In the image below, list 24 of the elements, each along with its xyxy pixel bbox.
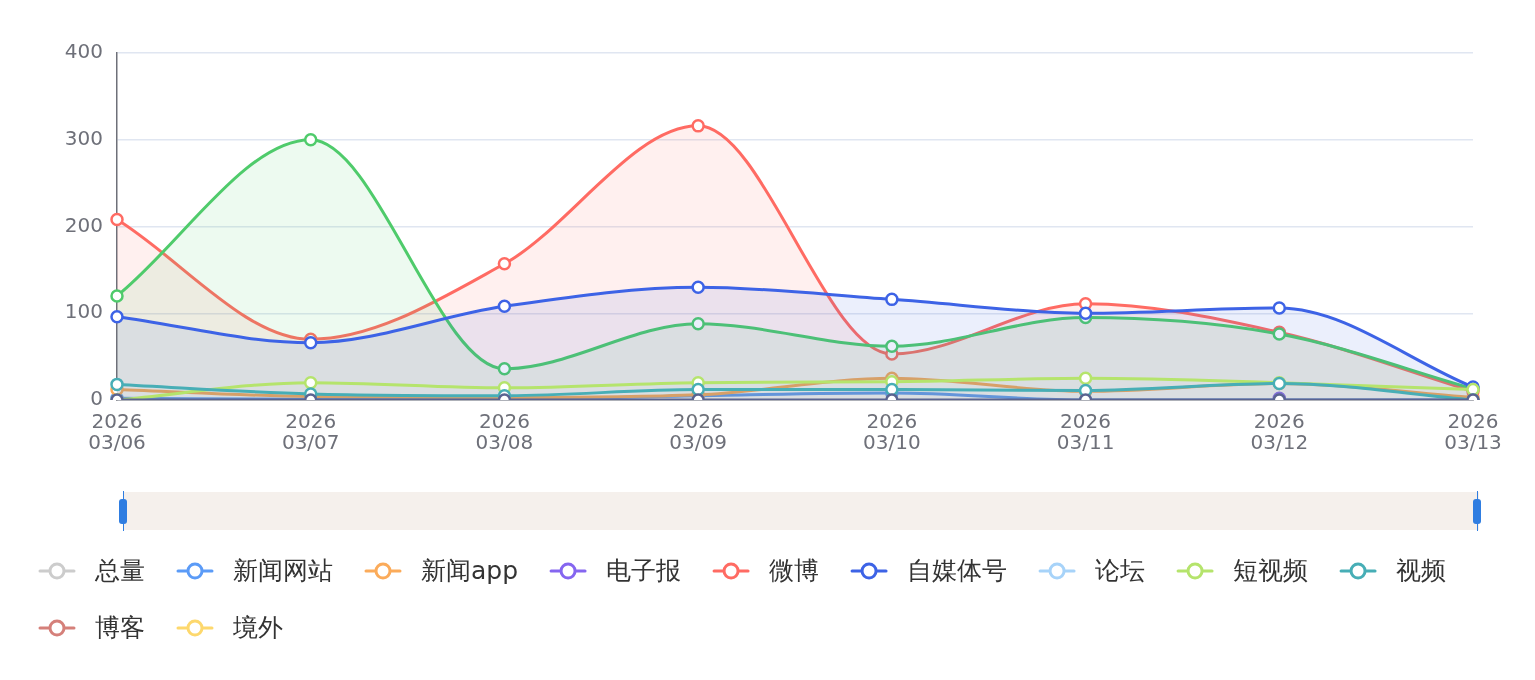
legend-label: 博客 xyxy=(95,612,145,642)
y-tick-label: 300 xyxy=(64,125,103,150)
legend-label: 微博 xyxy=(769,555,820,585)
legend-label: 境外 xyxy=(232,612,283,642)
y-tick-label: 200 xyxy=(64,212,103,237)
x-tick-label: 2026 03/06 xyxy=(88,408,146,454)
legend-label: 新闻网站 xyxy=(233,555,333,585)
x-tick-label: 2026 03/11 xyxy=(1056,408,1115,454)
legend-label: 电子报 xyxy=(606,555,682,585)
x-tick-label: 2026 03/10 xyxy=(863,408,921,454)
y-tick-label: 0 xyxy=(90,386,103,411)
y-tick-label: 400 xyxy=(64,39,103,64)
legend-label: 总量 xyxy=(94,555,145,585)
y-tick-label: 100 xyxy=(64,299,103,324)
legend-label: 自媒体号 xyxy=(907,555,1008,585)
legend-label: 视频 xyxy=(1396,555,1447,585)
legend-label: 短视频 xyxy=(1233,555,1309,585)
x-tick-label: 2026 03/13 xyxy=(1444,408,1502,454)
x-tick-label: 2026 03/07 xyxy=(281,408,340,454)
legend-label: 新闻app xyxy=(421,555,519,585)
x-tick-label: 2026 03/12 xyxy=(1250,408,1309,454)
legend-label: 论坛 xyxy=(1095,555,1146,585)
x-tick-label: 2026 03/09 xyxy=(669,408,727,454)
x-tick-label: 2026 03/08 xyxy=(475,408,534,454)
